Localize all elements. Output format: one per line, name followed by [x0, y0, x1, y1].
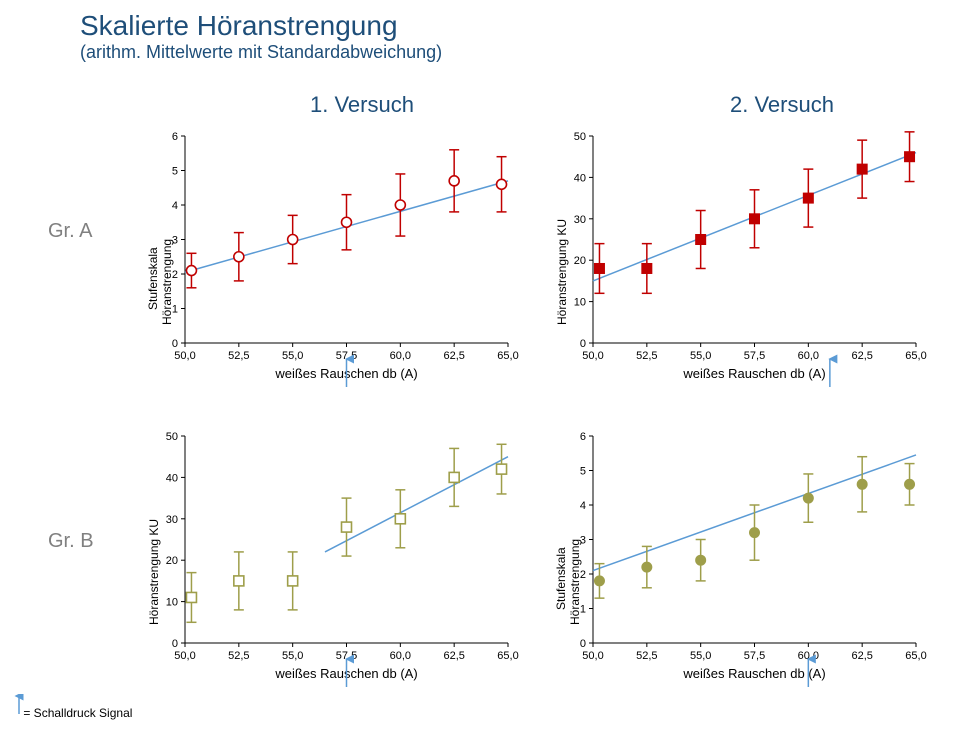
svg-text:1: 1 — [172, 304, 178, 316]
svg-text:6: 6 — [580, 431, 586, 443]
svg-text:52,5: 52,5 — [636, 350, 657, 362]
svg-text:0: 0 — [172, 338, 178, 350]
svg-text:30: 30 — [166, 514, 178, 526]
svg-text:40: 40 — [166, 472, 178, 484]
svg-text:55,0: 55,0 — [282, 650, 303, 662]
legend-note-text: = Schalldruck Signal — [23, 706, 132, 720]
svg-text:0: 0 — [580, 638, 586, 650]
page-subtitle: (arithm. Mittelwerte mit Standardabweich… — [80, 42, 442, 63]
svg-text:6: 6 — [172, 131, 178, 143]
svg-text:10: 10 — [166, 597, 178, 609]
column-header-versuch2: 2. Versuch — [730, 92, 834, 118]
svg-text:weißes Rauschen db (A): weißes Rauschen db (A) — [682, 666, 825, 681]
svg-text:62,5: 62,5 — [851, 650, 872, 662]
row-label-group-b: Gr. B — [48, 530, 94, 553]
svg-text:55,0: 55,0 — [690, 350, 711, 362]
svg-text:50,0: 50,0 — [174, 650, 195, 662]
svg-text:60,0: 60,0 — [390, 650, 411, 662]
svg-text:2: 2 — [580, 569, 586, 581]
svg-text:50: 50 — [574, 131, 586, 143]
svg-text:5: 5 — [172, 166, 178, 178]
svg-text:1: 1 — [580, 604, 586, 616]
svg-text:3: 3 — [580, 535, 586, 547]
svg-text:50,0: 50,0 — [582, 350, 603, 362]
page-title: Skalierte Höranstrengung — [80, 10, 398, 42]
chart-gra-versuch2: 50,0 52,5 55,0 57,5 60,0 62,5 65,0 0 10 20 30 40 50 w… — [548, 128, 928, 393]
svg-text:52,5: 52,5 — [636, 650, 657, 662]
svg-text:65,0: 65,0 — [905, 350, 926, 362]
svg-text:55,0: 55,0 — [690, 650, 711, 662]
legend-note: = Schalldruck Signal — [10, 706, 132, 720]
row-label-group-a: Gr. A — [48, 220, 92, 243]
svg-text:weißes Rauschen db (A): weißes Rauschen db (A) — [682, 366, 825, 381]
svg-text:3: 3 — [172, 235, 178, 247]
svg-text:55,0: 55,0 — [282, 350, 303, 362]
svg-text:4: 4 — [580, 500, 586, 512]
svg-text:52,5: 52,5 — [228, 650, 249, 662]
svg-text:50,0: 50,0 — [174, 350, 195, 362]
svg-text:57,5: 57,5 — [744, 650, 765, 662]
svg-text:0: 0 — [172, 638, 178, 650]
svg-text:10: 10 — [574, 297, 586, 309]
svg-text:20: 20 — [166, 555, 178, 567]
chart-grb-versuch1: 50,052,555,057,560,062,565,001020304050w… — [140, 428, 520, 693]
chart-grb-versuch2: 50,052,555,057,560,062,565,00123456weiße… — [548, 428, 928, 693]
svg-text:52,5: 52,5 — [228, 350, 249, 362]
svg-text:2: 2 — [172, 269, 178, 281]
svg-text:50: 50 — [166, 431, 178, 443]
svg-text:4: 4 — [172, 200, 178, 212]
page: { "title": "Skalierte Höranstrengung", "… — [0, 0, 960, 736]
svg-text:60,0: 60,0 — [798, 350, 819, 362]
svg-text:40: 40 — [574, 172, 586, 184]
svg-text:65,0: 65,0 — [497, 350, 518, 362]
svg-text:60,0: 60,0 — [390, 350, 411, 362]
chart-gra-versuch1: 50,052,555,057,560,062,565,00123456weiße… — [140, 128, 520, 393]
svg-text:62,5: 62,5 — [851, 350, 872, 362]
svg-text:57,5: 57,5 — [744, 350, 765, 362]
svg-text:50,0: 50,0 — [582, 650, 603, 662]
svg-text:20: 20 — [574, 255, 586, 267]
svg-text:65,0: 65,0 — [497, 650, 518, 662]
svg-text:30: 30 — [574, 214, 586, 226]
column-header-versuch1: 1. Versuch — [310, 92, 414, 118]
svg-text:65,0: 65,0 — [905, 650, 926, 662]
svg-text:5: 5 — [580, 466, 586, 478]
svg-text:0: 0 — [580, 338, 586, 350]
svg-text:62,5: 62,5 — [443, 350, 464, 362]
svg-text:62,5: 62,5 — [443, 650, 464, 662]
